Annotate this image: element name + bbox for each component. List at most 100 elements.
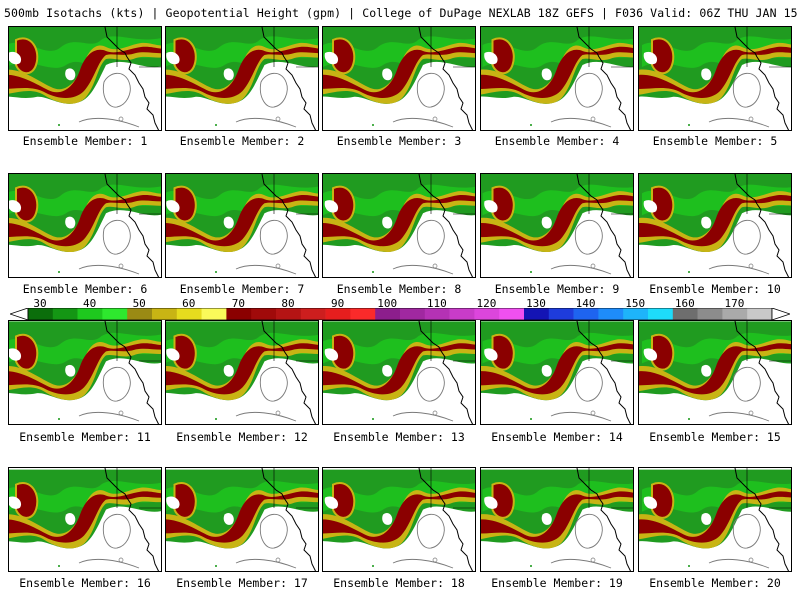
ensemble-member-caption: Ensemble Member: 16 xyxy=(19,576,151,590)
colorbar-tick-label: 80 xyxy=(281,297,295,310)
jet-stream-map xyxy=(323,468,475,571)
colorbar-swatch xyxy=(424,308,450,320)
ensemble-member-caption: Ensemble Member: 10 xyxy=(649,282,781,296)
colorbar-tick-label: 160 xyxy=(674,297,695,310)
ensemble-member-caption: Ensemble Member: 7 xyxy=(179,282,305,296)
colorbar-tick-label: 140 xyxy=(575,297,596,310)
ensemble-member-map xyxy=(638,320,792,425)
ensemble-member-caption: Ensemble Member: 19 xyxy=(491,576,623,590)
ensemble-member-map xyxy=(8,467,162,572)
page-title: 500mb Isotachs (kts) | Geopotential Heig… xyxy=(4,6,800,20)
colorbar-swatch xyxy=(524,308,550,320)
jet-stream-map xyxy=(323,27,475,130)
ensemble-member-map xyxy=(322,320,476,425)
colorbar-swatch xyxy=(573,308,599,320)
ensemble-member-caption: Ensemble Member: 4 xyxy=(494,134,620,148)
ensemble-member-map xyxy=(638,467,792,572)
jet-stream-map xyxy=(9,321,161,424)
colorbar-swatch xyxy=(648,308,674,320)
jet-stream-map xyxy=(166,27,318,130)
jet-stream-map xyxy=(481,27,633,130)
jet-stream-map xyxy=(639,468,791,571)
jet-stream-map xyxy=(166,321,318,424)
colorbar-tick-label: 50 xyxy=(132,297,146,310)
jet-stream-map xyxy=(166,174,318,277)
ensemble-member-caption: Ensemble Member: 14 xyxy=(491,430,623,444)
colorbar-swatch xyxy=(226,308,252,320)
colorbar-swatch xyxy=(623,308,649,320)
ensemble-member-caption: Ensemble Member: 8 xyxy=(336,282,462,296)
colorbar-tick-label: 70 xyxy=(231,297,246,310)
ensemble-member-map xyxy=(322,26,476,131)
ensemble-member-caption: Ensemble Member: 12 xyxy=(176,430,308,444)
colorbar-tick-label: 150 xyxy=(625,297,646,310)
ensemble-member-map xyxy=(8,320,162,425)
ensemble-member-map xyxy=(638,26,792,131)
jet-stream-map xyxy=(481,174,633,277)
jet-stream-map xyxy=(639,174,791,277)
colorbar-swatch xyxy=(176,308,202,320)
ensemble-member-map xyxy=(165,173,319,278)
ensemble-member-caption: Ensemble Member: 17 xyxy=(176,576,308,590)
ensemble-member-caption: Ensemble Member: 18 xyxy=(333,576,465,590)
colorbar-swatch xyxy=(697,308,723,320)
jet-stream-map xyxy=(481,321,633,424)
jet-stream-map xyxy=(9,27,161,130)
ensemble-member-caption: Ensemble Member: 2 xyxy=(179,134,305,148)
colorbar-tick-label: 60 xyxy=(182,297,196,310)
colorbar-swatch xyxy=(474,308,500,320)
ensemble-member-map xyxy=(322,467,476,572)
colorbar-right-arrow xyxy=(771,308,790,320)
colorbar-swatch xyxy=(28,308,54,320)
colorbar-tick-label: 30 xyxy=(33,297,47,310)
ensemble-member-map xyxy=(165,467,319,572)
ensemble-member-caption: Ensemble Member: 20 xyxy=(649,576,781,590)
isotach-colorbar: 30 40 50 60 70 80 90 100 110 120 130 140 150 160 170 xyxy=(10,297,790,320)
ensemble-member-map xyxy=(165,26,319,131)
ensemble-member-map xyxy=(322,173,476,278)
jet-stream-map xyxy=(639,321,791,424)
colorbar-tick-label: 130 xyxy=(526,297,546,310)
colorbar-swatch xyxy=(127,308,153,320)
colorbar-tick-label: 110 xyxy=(426,297,447,310)
colorbar-tick-label: 100 xyxy=(377,297,398,310)
jet-stream-map xyxy=(323,321,475,424)
ensemble-member-caption: Ensemble Member: 9 xyxy=(494,282,620,296)
ensemble-member-map xyxy=(165,320,319,425)
ensemble-member-caption: Ensemble Member: 15 xyxy=(649,430,781,444)
colorbar-swatch xyxy=(598,308,624,320)
colorbar-swatch xyxy=(350,308,376,320)
colorbar-swatch xyxy=(375,308,401,320)
ensemble-member-caption: Ensemble Member: 5 xyxy=(652,134,778,148)
ensemble-member-map xyxy=(8,173,162,278)
jet-stream-map xyxy=(481,468,633,571)
colorbar-swatch xyxy=(747,308,773,320)
ensemble-member-caption: Ensemble Member: 11 xyxy=(19,430,151,444)
colorbar-swatch xyxy=(77,308,103,320)
jet-stream-map xyxy=(166,468,318,571)
colorbar-swatch xyxy=(201,308,227,320)
jet-stream-map xyxy=(9,174,161,277)
colorbar-swatch xyxy=(152,308,178,320)
colorbar-swatch xyxy=(325,308,351,320)
colorbar-swatch xyxy=(449,308,475,320)
jet-stream-map xyxy=(639,27,791,130)
colorbar-tick-label: 120 xyxy=(476,297,497,310)
colorbar-tick-label: 90 xyxy=(330,297,345,310)
colorbar-left-arrow xyxy=(10,308,29,320)
ensemble-member-map xyxy=(480,467,634,572)
colorbar-swatch xyxy=(102,308,128,320)
colorbar-swatch xyxy=(722,308,748,320)
ensemble-member-map xyxy=(8,26,162,131)
ensemble-member-map xyxy=(480,26,634,131)
colorbar-swatch xyxy=(52,308,78,320)
colorbar-swatch xyxy=(276,308,302,320)
ensemble-member-caption: Ensemble Member: 3 xyxy=(336,134,462,148)
colorbar-swatch xyxy=(400,308,426,320)
colorbar-swatch xyxy=(499,308,525,320)
ensemble-member-caption: Ensemble Member: 6 xyxy=(22,282,148,296)
colorbar-tick-label: 170 xyxy=(724,297,745,310)
jet-stream-map xyxy=(323,174,475,277)
colorbar-swatch xyxy=(672,308,698,320)
ensemble-member-map xyxy=(480,173,634,278)
